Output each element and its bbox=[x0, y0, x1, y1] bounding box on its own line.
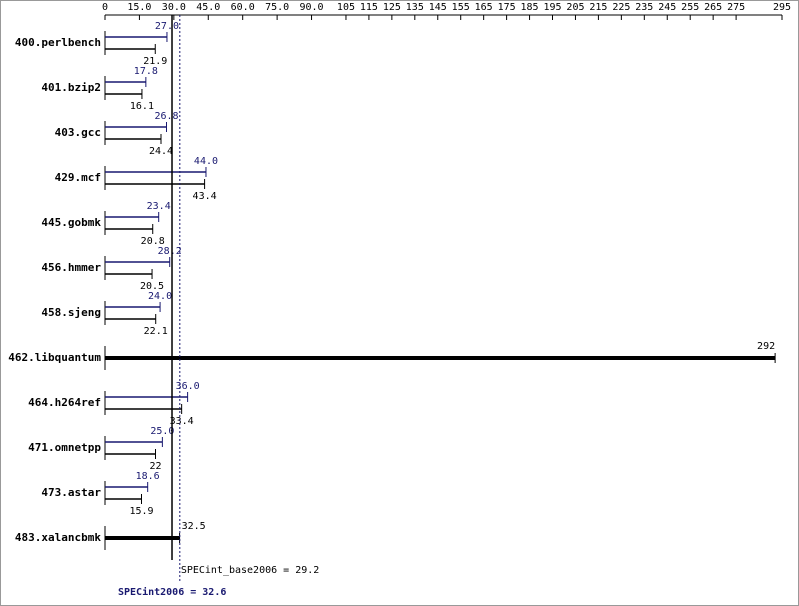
value-label: 16.1 bbox=[130, 101, 154, 112]
x-tick-label: 205 bbox=[566, 2, 584, 13]
base-metric-label: SPECint_base2006 = 29.2 bbox=[181, 565, 319, 576]
value-label: 22.1 bbox=[144, 326, 168, 337]
value-label: 22 bbox=[149, 461, 161, 472]
benchmark-label: 400.perlbench bbox=[15, 36, 101, 49]
value-label: 28.2 bbox=[158, 246, 182, 257]
value-label: 21.9 bbox=[143, 56, 167, 67]
benchmark-label: 473.astar bbox=[41, 486, 101, 499]
benchmark-label: 456.hmmer bbox=[41, 261, 101, 274]
value-label: 24.0 bbox=[148, 291, 172, 302]
x-tick-label: 105 bbox=[337, 2, 355, 13]
x-tick-label: 45.0 bbox=[196, 2, 220, 13]
benchmark-label: 445.gobmk bbox=[41, 216, 101, 229]
x-tick-label: 295 bbox=[773, 2, 791, 13]
x-tick-label: 60.0 bbox=[231, 2, 255, 13]
value-label: 27.0 bbox=[155, 21, 179, 32]
x-tick-label: 155 bbox=[452, 2, 470, 13]
value-label: 18.6 bbox=[136, 471, 160, 482]
benchmark-label: 429.mcf bbox=[55, 171, 101, 184]
x-tick-label: 175 bbox=[498, 2, 516, 13]
x-tick-label: 0 bbox=[102, 2, 108, 13]
x-tick-label: 275 bbox=[727, 2, 745, 13]
x-tick-label: 30.0 bbox=[162, 2, 186, 13]
benchmark-label: 458.sjeng bbox=[41, 306, 101, 319]
value-label: 23.4 bbox=[147, 201, 171, 212]
x-tick-label: 165 bbox=[475, 2, 493, 13]
benchmark-label: 464.h264ref bbox=[28, 396, 101, 409]
benchmark-label: 401.bzip2 bbox=[41, 81, 101, 94]
x-tick-label: 185 bbox=[521, 2, 539, 13]
x-tick-label: 125 bbox=[383, 2, 401, 13]
x-tick-label: 90.0 bbox=[299, 2, 323, 13]
value-label: 24.4 bbox=[149, 146, 173, 157]
value-label: 26.8 bbox=[154, 111, 178, 122]
benchmark-label: 483.xalancbmk bbox=[15, 531, 101, 544]
value-label: 292 bbox=[757, 341, 775, 352]
x-tick-label: 255 bbox=[681, 2, 699, 13]
value-label: 33.4 bbox=[170, 416, 194, 427]
value-label: 25.0 bbox=[150, 426, 174, 437]
benchmark-label: 403.gcc bbox=[55, 126, 101, 139]
x-tick-label: 265 bbox=[704, 2, 722, 13]
benchmark-label: 462.libquantum bbox=[8, 351, 101, 364]
peak-metric-label: SPECint2006 = 32.6 bbox=[118, 586, 226, 598]
benchmark-label: 471.omnetpp bbox=[28, 441, 101, 454]
value-label: 20.5 bbox=[140, 281, 164, 292]
value-label: 17.8 bbox=[134, 66, 158, 77]
value-label: 15.9 bbox=[129, 506, 153, 517]
value-label: 44.0 bbox=[194, 156, 218, 167]
x-tick-label: 145 bbox=[429, 2, 447, 13]
x-tick-label: 225 bbox=[612, 2, 630, 13]
x-tick-label: 75.0 bbox=[265, 2, 289, 13]
x-tick-label: 135 bbox=[406, 2, 424, 13]
x-tick-label: 245 bbox=[658, 2, 676, 13]
x-tick-label: 215 bbox=[589, 2, 607, 13]
value-label: 32.5 bbox=[182, 521, 206, 532]
value-label: 43.4 bbox=[193, 191, 217, 202]
x-tick-label: 235 bbox=[635, 2, 653, 13]
x-tick-label: 195 bbox=[543, 2, 561, 13]
x-tick-label: 15.0 bbox=[127, 2, 151, 13]
x-tick-label: 115 bbox=[360, 2, 378, 13]
value-label: 36.0 bbox=[176, 381, 200, 392]
value-label: 20.8 bbox=[141, 236, 165, 247]
